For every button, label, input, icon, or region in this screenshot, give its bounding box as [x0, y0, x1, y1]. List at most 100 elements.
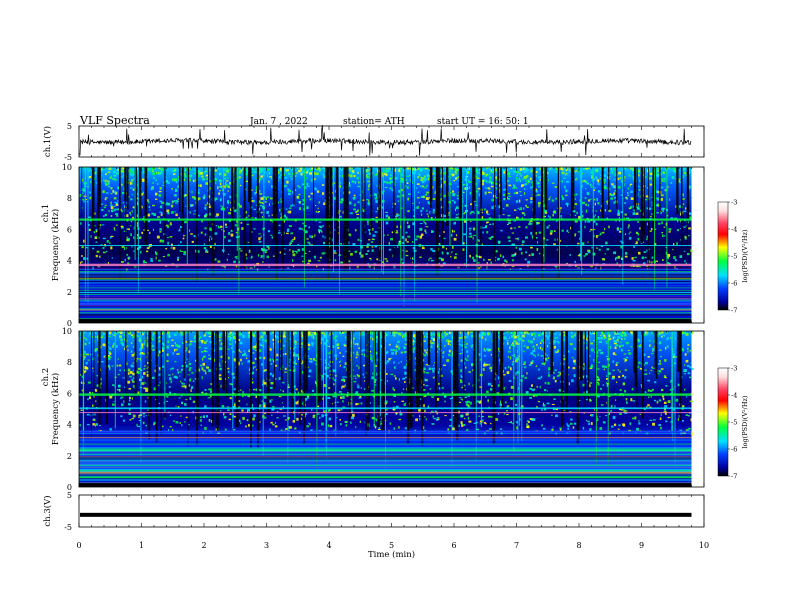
spectrogram-speckle: [519, 172, 521, 176]
spectrogram-speckle: [651, 388, 654, 391]
spectrogram-speckle: [200, 364, 203, 367]
spectrogram-speckle: [339, 215, 342, 218]
spectrogram-speckle: [208, 205, 212, 208]
spectrogram-speckle: [306, 177, 308, 179]
spectrogram-speckle: [598, 183, 600, 186]
spectrogram-speckle: [215, 215, 218, 217]
spectrogram-speckle: [476, 177, 480, 179]
spectrogram-speckle: [430, 343, 433, 345]
spectrogram-speckle: [482, 231, 484, 234]
spectrogram-speckle: [132, 369, 134, 372]
spectrogram-speckle: [615, 362, 619, 364]
spectrogram-speckle: [426, 184, 428, 187]
spectrogram-speckle: [624, 255, 628, 258]
spectrogram-speckle: [543, 216, 546, 218]
spectrogram-speckle: [481, 211, 483, 214]
spectrogram-speckle: [537, 222, 540, 224]
spectrogram-speckle: [452, 190, 455, 193]
spectrogram-speckle: [612, 336, 616, 339]
spectrogram-streak-dark: [687, 167, 689, 221]
spectrogram-speckle: [84, 366, 87, 369]
spectrogram-speckle: [405, 179, 408, 181]
spectrogram-speckle: [374, 351, 378, 353]
spectrogram-speckle: [328, 332, 331, 335]
spectrogram-speckle: [486, 262, 488, 265]
spectrogram-speckle: [259, 177, 262, 181]
spectrogram-speckle: [158, 172, 161, 175]
spectrogram-speckle: [255, 188, 258, 191]
spectrogram-speckle: [205, 213, 208, 216]
spectrogram-speckle: [502, 169, 506, 171]
spectrogram-speckle: [412, 167, 414, 171]
spectrogram-speckle: [153, 387, 157, 391]
spectrogram-speckle: [121, 167, 125, 169]
spectrogram-speckle: [102, 237, 106, 240]
spectrogram-speckle: [145, 371, 148, 373]
spectrogram-speckle: [308, 360, 312, 363]
spectrogram-speckle: [562, 197, 565, 201]
spectrogram-speckle: [554, 238, 556, 241]
spectrogram-speckle: [192, 400, 196, 403]
spectrogram-speckle: [431, 342, 434, 345]
spectrogram-speckle: [272, 255, 275, 257]
spectrogram-speckle: [644, 362, 648, 365]
spectrogram-speckle: [242, 416, 245, 420]
spectrogram-speckle: [252, 417, 255, 421]
spectrogram-speckle: [648, 167, 650, 170]
spectrogram-speckle: [409, 167, 412, 170]
spectrogram-speckle: [455, 214, 458, 216]
spectrogram-speckle: [278, 224, 281, 227]
spectrogram-speckle: [290, 232, 294, 235]
spectrogram-speckle: [130, 233, 132, 237]
spectrogram-speckle: [624, 213, 627, 216]
spectrogram-speckle: [195, 179, 197, 182]
spectrogram-speckle: [226, 185, 229, 188]
spectrogram-speckle: [665, 420, 668, 423]
spectrogram-lowband: [79, 309, 692, 311]
spectrogram-speckle: [292, 366, 295, 368]
spectrogram-speckle: [143, 415, 145, 418]
spectrogram-speckle: [343, 343, 346, 346]
spectrogram-speckle: [516, 350, 518, 353]
spectrogram-speckle: [392, 349, 396, 352]
spectrogram-speckle: [497, 384, 500, 387]
spectrogram-speckle: [464, 396, 467, 399]
spectrogram-speckle: [361, 254, 364, 258]
spectrogram-speckle: [245, 188, 247, 191]
spectrogram-speckle: [422, 180, 425, 184]
spectrogram-speckle: [110, 206, 114, 210]
spectrogram-streak-dark: [636, 167, 638, 207]
spectrogram-speckle: [547, 357, 550, 359]
spectrogram-speckle: [593, 219, 596, 223]
spectrogram-speckle: [278, 176, 281, 179]
spectrogram-speckle: [305, 412, 307, 415]
spectrogram-streak-dark: [676, 167, 679, 215]
spectrogram-speckle: [246, 403, 248, 406]
spectrogram-speckle: [355, 356, 358, 359]
spectrogram-speckle: [631, 257, 634, 260]
spectrogram-speckle: [145, 424, 147, 427]
spectrogram-speckle: [348, 184, 351, 187]
spectrogram-speckle: [114, 228, 116, 231]
spectrogram-speckle: [133, 236, 135, 239]
spectrogram-speckle: [443, 194, 446, 198]
spectrogram-speckle: [475, 422, 479, 424]
spectrogram-speckle: [614, 331, 617, 334]
spectrogram-speckle: [455, 169, 459, 171]
spectrogram-speckle: [310, 178, 313, 182]
spectrogram-speckle: [156, 171, 158, 175]
spectrogram-streak-bright: [414, 167, 416, 301]
spectrogram-streak-dark: [438, 167, 441, 223]
spectrogram-speckle: [536, 248, 539, 251]
spectrogram-speckle: [159, 231, 162, 233]
spectrogram-speckle: [572, 210, 576, 212]
spectrogram-speckle: [548, 198, 551, 201]
spectrogram-speckle: [618, 375, 621, 378]
spectrogram-speckle: [515, 179, 519, 182]
spectrogram-speckle: [454, 168, 456, 170]
spectrogram-speckle: [185, 416, 189, 419]
spectrogram-speckle: [617, 428, 620, 430]
spectrogram-speckle: [421, 247, 425, 249]
spectrogram-speckle: [151, 186, 154, 189]
